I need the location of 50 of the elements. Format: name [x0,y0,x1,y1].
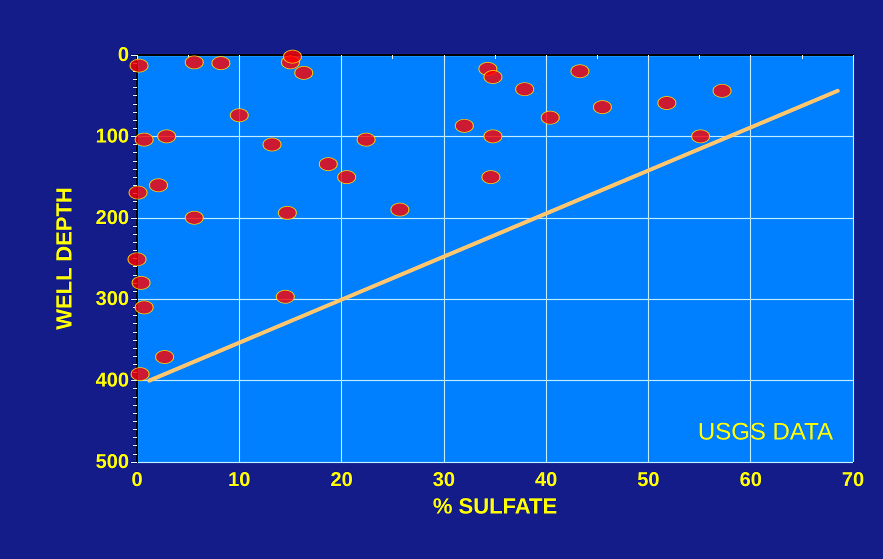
point [134,300,154,314]
y-tick-label: 400 [96,370,129,392]
y-tick-label: 100 [96,125,129,148]
y-axis-title: WELL DEPTH [52,187,76,330]
y-tick-label: 0 [118,44,129,66]
point [691,129,710,144]
y-tick-label: 200 [96,206,129,229]
point [262,138,282,152]
point [134,132,154,147]
x-tick-label: 40 [535,469,558,491]
point [278,206,297,220]
point [712,84,732,98]
x-axis-title: % SULFATE [432,493,558,518]
point [356,132,376,147]
point [155,350,174,364]
point [390,202,410,217]
point [130,367,150,382]
point [454,118,474,133]
point [570,64,590,78]
point [230,108,249,122]
x-tick-label: 30 [432,469,455,491]
x-tick-label: 0 [131,469,143,491]
y-tick-label: 500 [96,451,129,473]
point [132,276,151,290]
point [128,252,146,266]
point [282,50,302,64]
point [157,129,176,144]
point [592,100,612,114]
y-tick-label: 300 [96,288,129,310]
point [130,58,149,73]
x-tick-label: 50 [637,469,660,491]
point [483,129,502,144]
point [184,210,204,225]
point [149,178,168,192]
point [483,70,502,84]
point [294,66,314,80]
x-tick-label: 20 [330,469,353,491]
x-tick-label: 10 [228,469,250,491]
x-tick-label: 60 [740,469,762,491]
point [211,56,230,70]
point [515,82,534,96]
point [276,290,295,304]
x-tick-label: 70 [842,469,864,491]
point [481,170,500,184]
point [337,170,356,184]
point [184,55,204,70]
point [318,157,338,172]
point [657,96,676,110]
point [540,110,560,125]
point [128,186,148,200]
